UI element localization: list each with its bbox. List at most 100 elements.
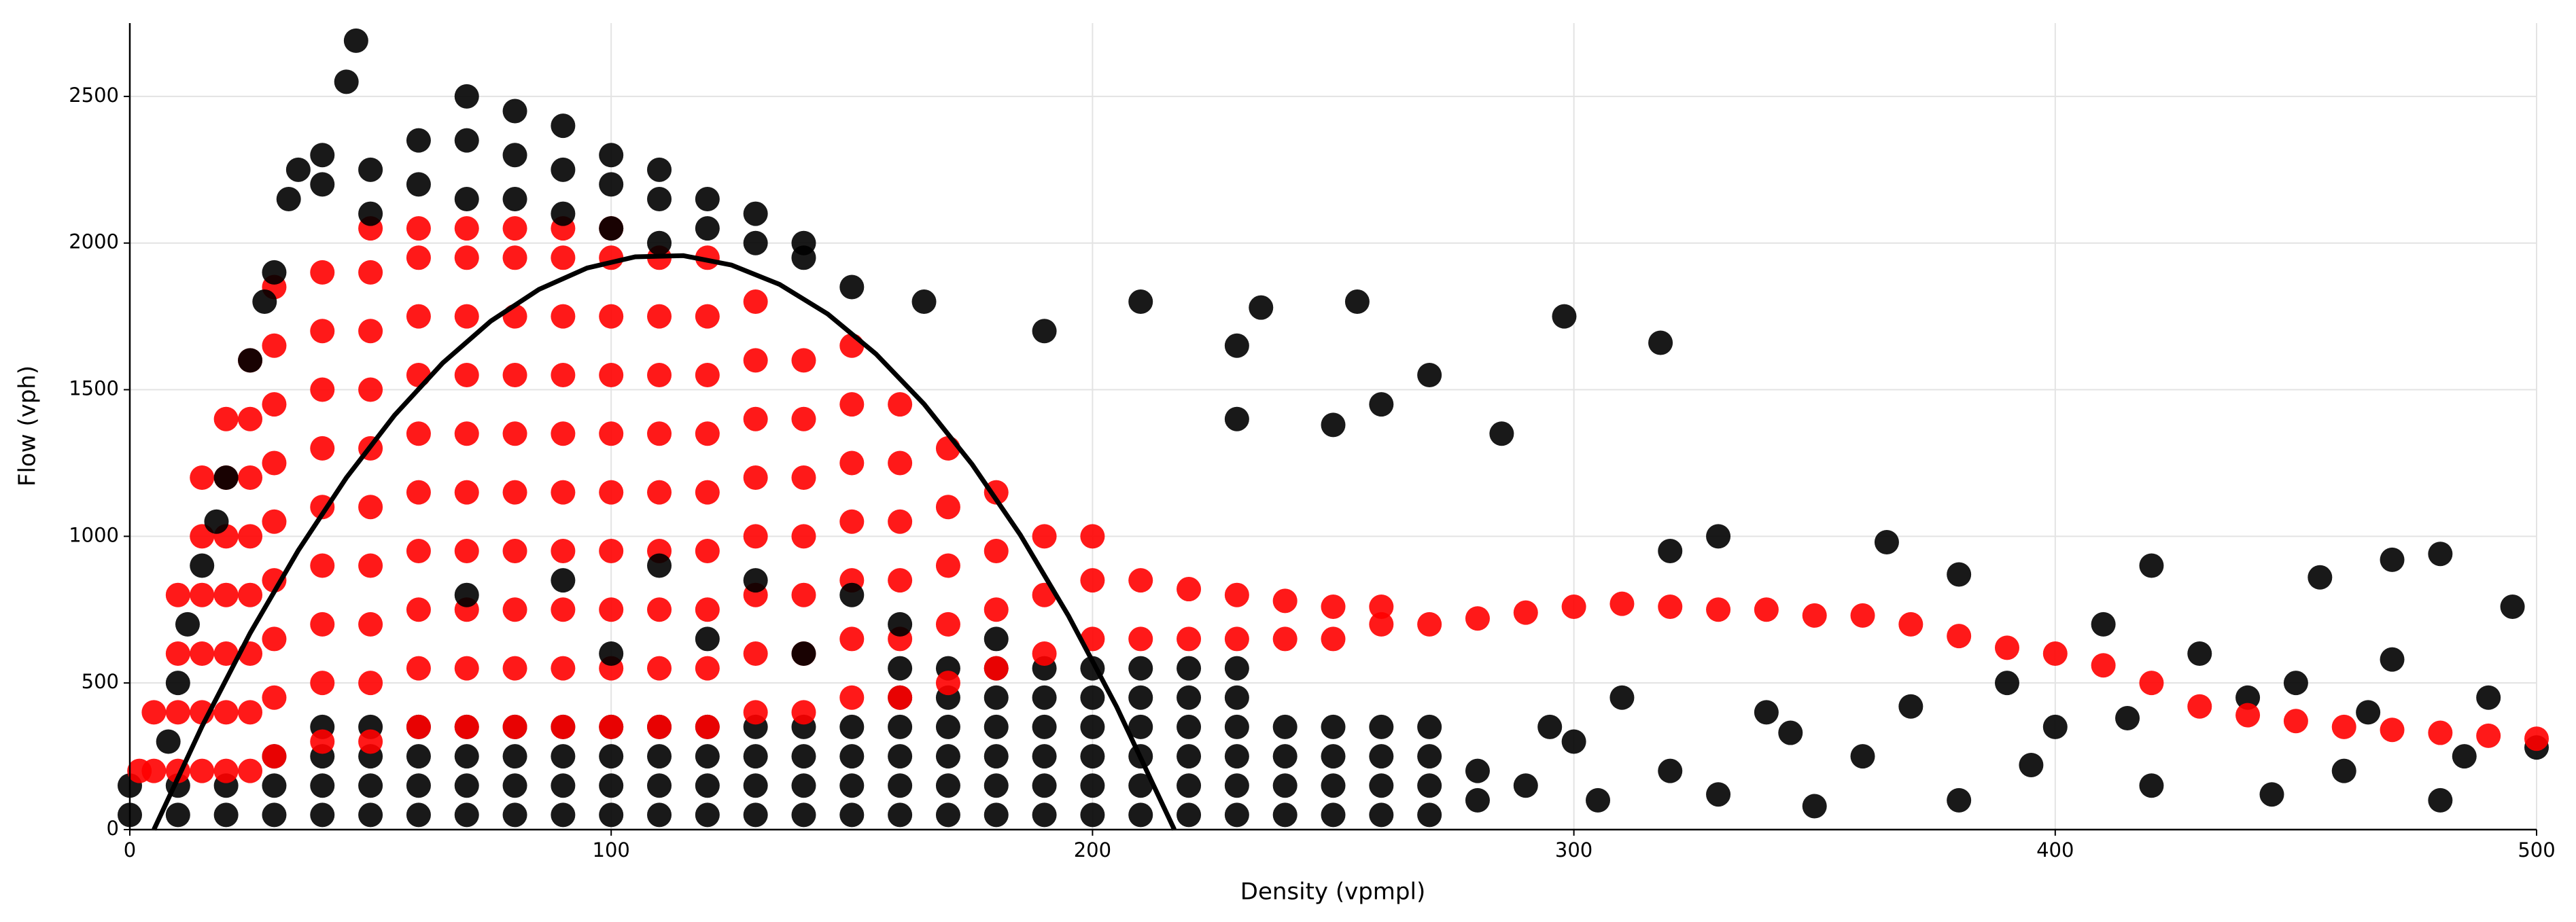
scatter-point — [2019, 753, 2044, 778]
scatter-point — [984, 538, 1009, 563]
scatter-point — [454, 245, 479, 270]
scatter-point — [1080, 802, 1105, 828]
scatter-point — [1706, 597, 1731, 622]
scatter-point — [238, 582, 263, 607]
scatter-point — [406, 480, 431, 505]
scatter-point — [190, 465, 215, 491]
scatter-point — [1537, 714, 1563, 739]
scatter-point — [1224, 802, 1249, 828]
scatter-point — [1032, 319, 1057, 344]
scatter-point — [165, 582, 190, 607]
scatter-point — [502, 714, 527, 739]
scatter-point — [2139, 773, 2164, 798]
scatter-point — [1658, 594, 1683, 619]
scatter-point — [406, 773, 431, 798]
scatter-point — [695, 597, 720, 622]
scatter-point — [141, 758, 167, 783]
scatter-point — [1032, 641, 1057, 667]
scatter-point — [1321, 773, 1346, 798]
scatter-point — [1754, 597, 1779, 622]
scatter-point — [1369, 611, 1394, 637]
scatter-point — [1080, 773, 1105, 798]
scatter-point — [1032, 524, 1057, 549]
scatter-point — [1658, 538, 1683, 563]
scatter-point — [647, 773, 672, 798]
scatter-point — [213, 406, 239, 431]
scatter-point — [935, 744, 960, 769]
scatter-point — [502, 773, 527, 798]
scatter-point — [935, 773, 960, 798]
scatter-point — [1778, 720, 1803, 745]
scatter-point — [406, 304, 431, 329]
scatter-point — [695, 362, 720, 387]
scatter-point — [599, 480, 624, 505]
scatter-point — [743, 289, 768, 315]
y-axis-label: Flow (vph) — [14, 366, 41, 486]
marks-layer — [118, 28, 2549, 831]
scatter-point — [551, 597, 576, 622]
scatter-point — [984, 597, 1009, 622]
scatter-point — [743, 465, 768, 491]
scatter-point — [984, 685, 1009, 710]
scatter-point — [695, 216, 720, 241]
scatter-point — [791, 641, 816, 667]
scatter-point — [888, 744, 913, 769]
scatter-point — [2452, 744, 2477, 769]
scatter-point — [213, 465, 239, 491]
scatter-point — [1128, 626, 1153, 652]
scatter-point — [2235, 685, 2261, 710]
scatter-point — [1272, 773, 1298, 798]
scatter-point — [1706, 782, 1731, 807]
scatter-point — [2115, 705, 2140, 730]
scatter-point — [935, 802, 960, 828]
scatter-point — [743, 802, 768, 828]
scatter-point — [1754, 700, 1779, 725]
scatter-point — [984, 773, 1009, 798]
scatter-point — [2380, 547, 2405, 572]
scatter-point — [1224, 582, 1249, 607]
scatter-point — [743, 700, 768, 725]
scatter-point — [2428, 787, 2453, 813]
scatter-point — [358, 260, 383, 285]
scatter-point — [1177, 744, 1202, 769]
scatter-point — [1177, 656, 1202, 681]
scatter-point — [1321, 802, 1346, 828]
scatter-point — [2139, 671, 2164, 696]
scatter-point — [502, 245, 527, 270]
scatter-point — [888, 568, 913, 593]
scatter-point — [2187, 694, 2212, 719]
scatter-point — [502, 802, 527, 828]
scatter-point — [454, 84, 479, 109]
scatter-point — [165, 700, 190, 725]
scatter-point — [1609, 591, 1635, 616]
scatter-point — [262, 626, 287, 652]
scatter-point — [839, 274, 865, 300]
scatter-point — [454, 216, 479, 241]
scatter-point — [238, 700, 263, 725]
scatter-point — [502, 480, 527, 505]
scatter-point — [647, 802, 672, 828]
scatter-point — [791, 524, 816, 549]
scatter-point — [454, 802, 479, 828]
scatter-point — [839, 773, 865, 798]
scatter-point — [310, 319, 335, 344]
scatter-point — [502, 538, 527, 563]
scatter-point — [888, 685, 913, 710]
scatter-point — [599, 304, 624, 329]
scatter-point — [647, 597, 672, 622]
scatter-point — [1561, 594, 1586, 619]
scatter-point — [551, 568, 576, 593]
scatter-point — [502, 421, 527, 446]
scatter-point — [743, 406, 768, 431]
scatter-point — [502, 744, 527, 769]
scatter-point — [599, 773, 624, 798]
scatter-point — [2308, 565, 2333, 590]
scatter-point — [310, 377, 335, 402]
scatter-point — [791, 744, 816, 769]
scatter-point — [502, 186, 527, 211]
scatter-point — [334, 69, 359, 94]
scatter-point — [791, 773, 816, 798]
scatter-point — [406, 421, 431, 446]
